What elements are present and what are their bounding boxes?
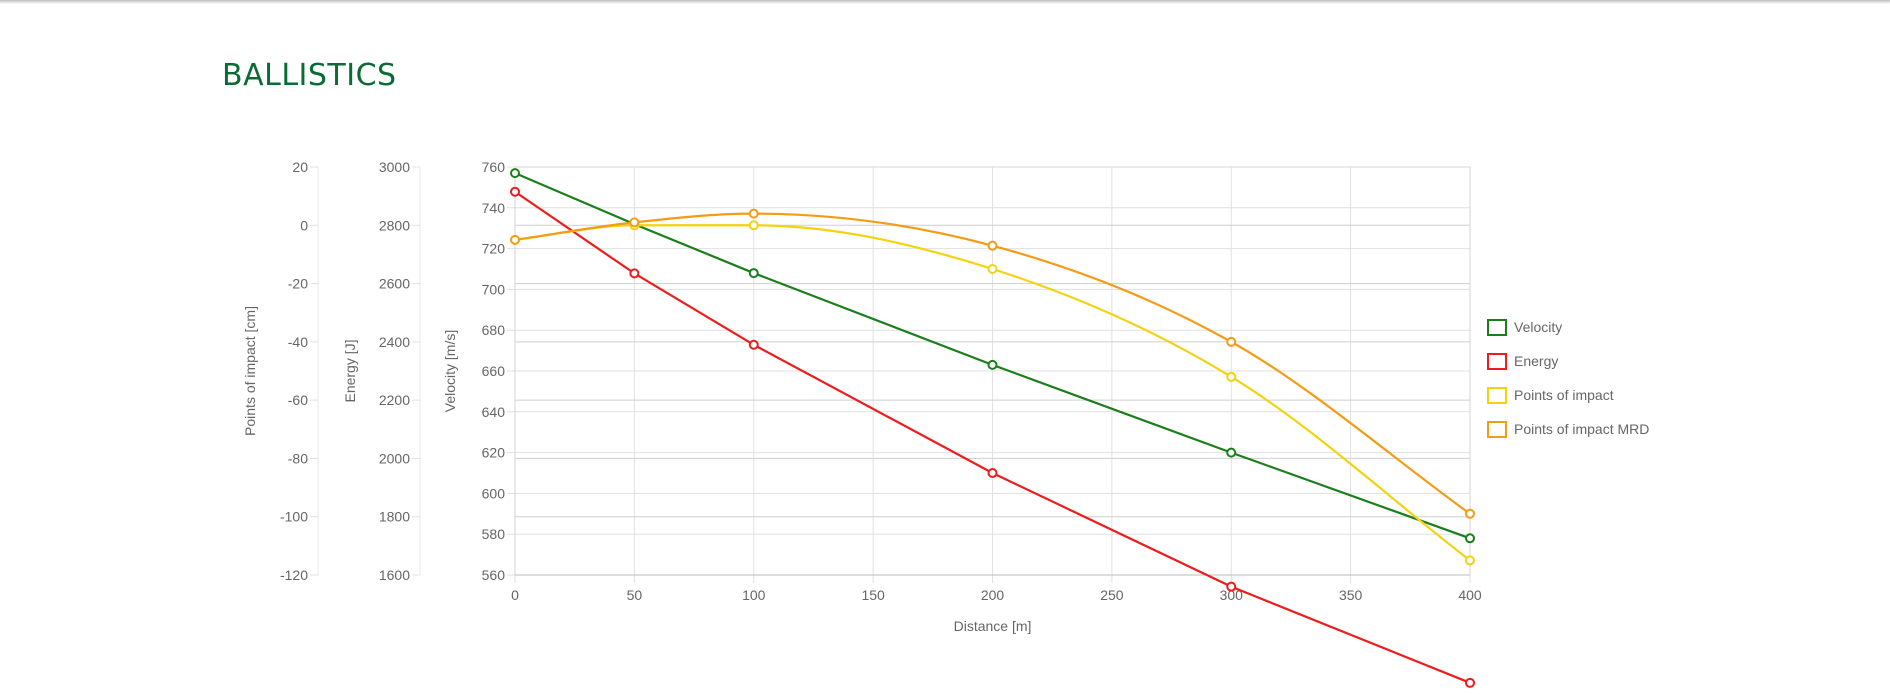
legend-label-velocity: Velocity xyxy=(1514,319,1562,335)
velocity-tick-label: 560 xyxy=(482,567,506,583)
x-tick-label: 300 xyxy=(1220,587,1244,603)
legend-swatch-points-of-impact xyxy=(1487,387,1507,404)
energy-tick-label: 2000 xyxy=(379,450,410,466)
data-point-points-of-impact xyxy=(1465,555,1475,566)
energy-tick-label: 2600 xyxy=(379,276,410,292)
x-tick-label: 400 xyxy=(1458,587,1482,603)
energy-tick-label: 1800 xyxy=(379,509,410,525)
data-point-energy xyxy=(1226,581,1237,592)
legend: Velocity Energy Points of impact Points of … xyxy=(1487,319,1649,438)
velocity-tick-label: 660 xyxy=(482,363,506,379)
energy-tick-label: 2800 xyxy=(379,217,410,233)
x-tick-label: 250 xyxy=(1100,587,1124,603)
data-point-points-of-impact xyxy=(748,220,759,231)
grid xyxy=(507,166,1471,583)
legend-swatch-velocity xyxy=(1487,319,1507,336)
velocity-tick-label: 760 xyxy=(482,159,506,175)
series xyxy=(510,168,1475,688)
velocity-tick-label: 600 xyxy=(482,485,506,501)
data-point-velocity xyxy=(748,268,759,279)
data-point-velocity xyxy=(1465,533,1475,544)
data-point-points-of-impact-mrd xyxy=(748,208,759,219)
data-point-points-of-impact-mrd xyxy=(510,234,520,245)
data-point-points-of-impact-mrd xyxy=(1465,508,1475,519)
x-tick-label: 100 xyxy=(742,587,766,603)
energy-tick-label: 1600 xyxy=(379,567,410,583)
poi-tick-label: -40 xyxy=(288,334,308,350)
energy-axis-title: Energy [J] xyxy=(342,339,358,402)
data-point-points-of-impact-mrd xyxy=(629,217,640,228)
x-axis-title: Distance [m] xyxy=(954,618,1032,634)
energy-tick-label: 2200 xyxy=(379,392,410,408)
velocity-tick-label: 580 xyxy=(482,526,506,542)
legend-label-points-of-impact-mrd: Points of impact MRD xyxy=(1514,421,1649,437)
poi-tick-label: -80 xyxy=(288,450,308,466)
velocity-tick-label: 740 xyxy=(482,200,506,216)
poi-tick-label: -120 xyxy=(280,567,308,583)
x-tick-label: 0 xyxy=(511,587,519,603)
x-tick-label: 350 xyxy=(1339,587,1363,603)
legend-swatch-energy xyxy=(1487,353,1507,370)
poi-tick-label: -20 xyxy=(288,276,308,292)
poi-tick-label: 0 xyxy=(300,217,308,233)
poi-tick-label: -100 xyxy=(280,509,308,525)
data-point-points-of-impact-mrd xyxy=(987,240,998,251)
data-point-energy xyxy=(1465,677,1475,688)
energy-tick-label: 3000 xyxy=(379,159,410,175)
x-tick-label: 50 xyxy=(627,587,643,603)
legend-label-energy: Energy xyxy=(1514,353,1558,369)
poi-tick-label: 20 xyxy=(292,159,308,175)
legend-swatch-points-of-impact-mrd xyxy=(1487,421,1507,438)
series-line-energy xyxy=(514,190,1471,684)
data-point-energy xyxy=(987,468,998,478)
data-point-velocity xyxy=(1226,447,1237,458)
velocity-axis-title: Velocity [m/s] xyxy=(442,330,458,412)
poi-axis-title: Points of impact [cm] xyxy=(242,306,258,436)
data-point-velocity xyxy=(987,359,998,370)
velocity-tick-label: 640 xyxy=(482,404,506,420)
velocity-tick-label: 620 xyxy=(482,445,506,461)
x-tick-label: 200 xyxy=(981,587,1005,603)
velocity-tick-label: 720 xyxy=(482,241,506,257)
data-point-points-of-impact xyxy=(987,264,998,274)
data-point-energy xyxy=(510,186,520,197)
energy-tick-label: 2400 xyxy=(379,334,410,350)
data-point-energy xyxy=(629,268,640,279)
velocity-tick-label: 700 xyxy=(482,281,506,297)
page-title: BALLISTICS xyxy=(222,58,397,93)
series-line-velocity xyxy=(514,172,1471,540)
poi-tick-label: -60 xyxy=(288,392,308,408)
velocity-tick-label: 680 xyxy=(482,322,506,338)
x-tick-label: 150 xyxy=(861,587,885,603)
data-point-velocity xyxy=(510,168,520,179)
top-shadow xyxy=(0,0,1890,4)
data-point-energy xyxy=(748,339,759,350)
data-point-points-of-impact-mrd xyxy=(1226,336,1237,347)
legend-label-points-of-impact: Points of impact xyxy=(1514,387,1614,403)
data-point-points-of-impact xyxy=(1226,371,1237,382)
